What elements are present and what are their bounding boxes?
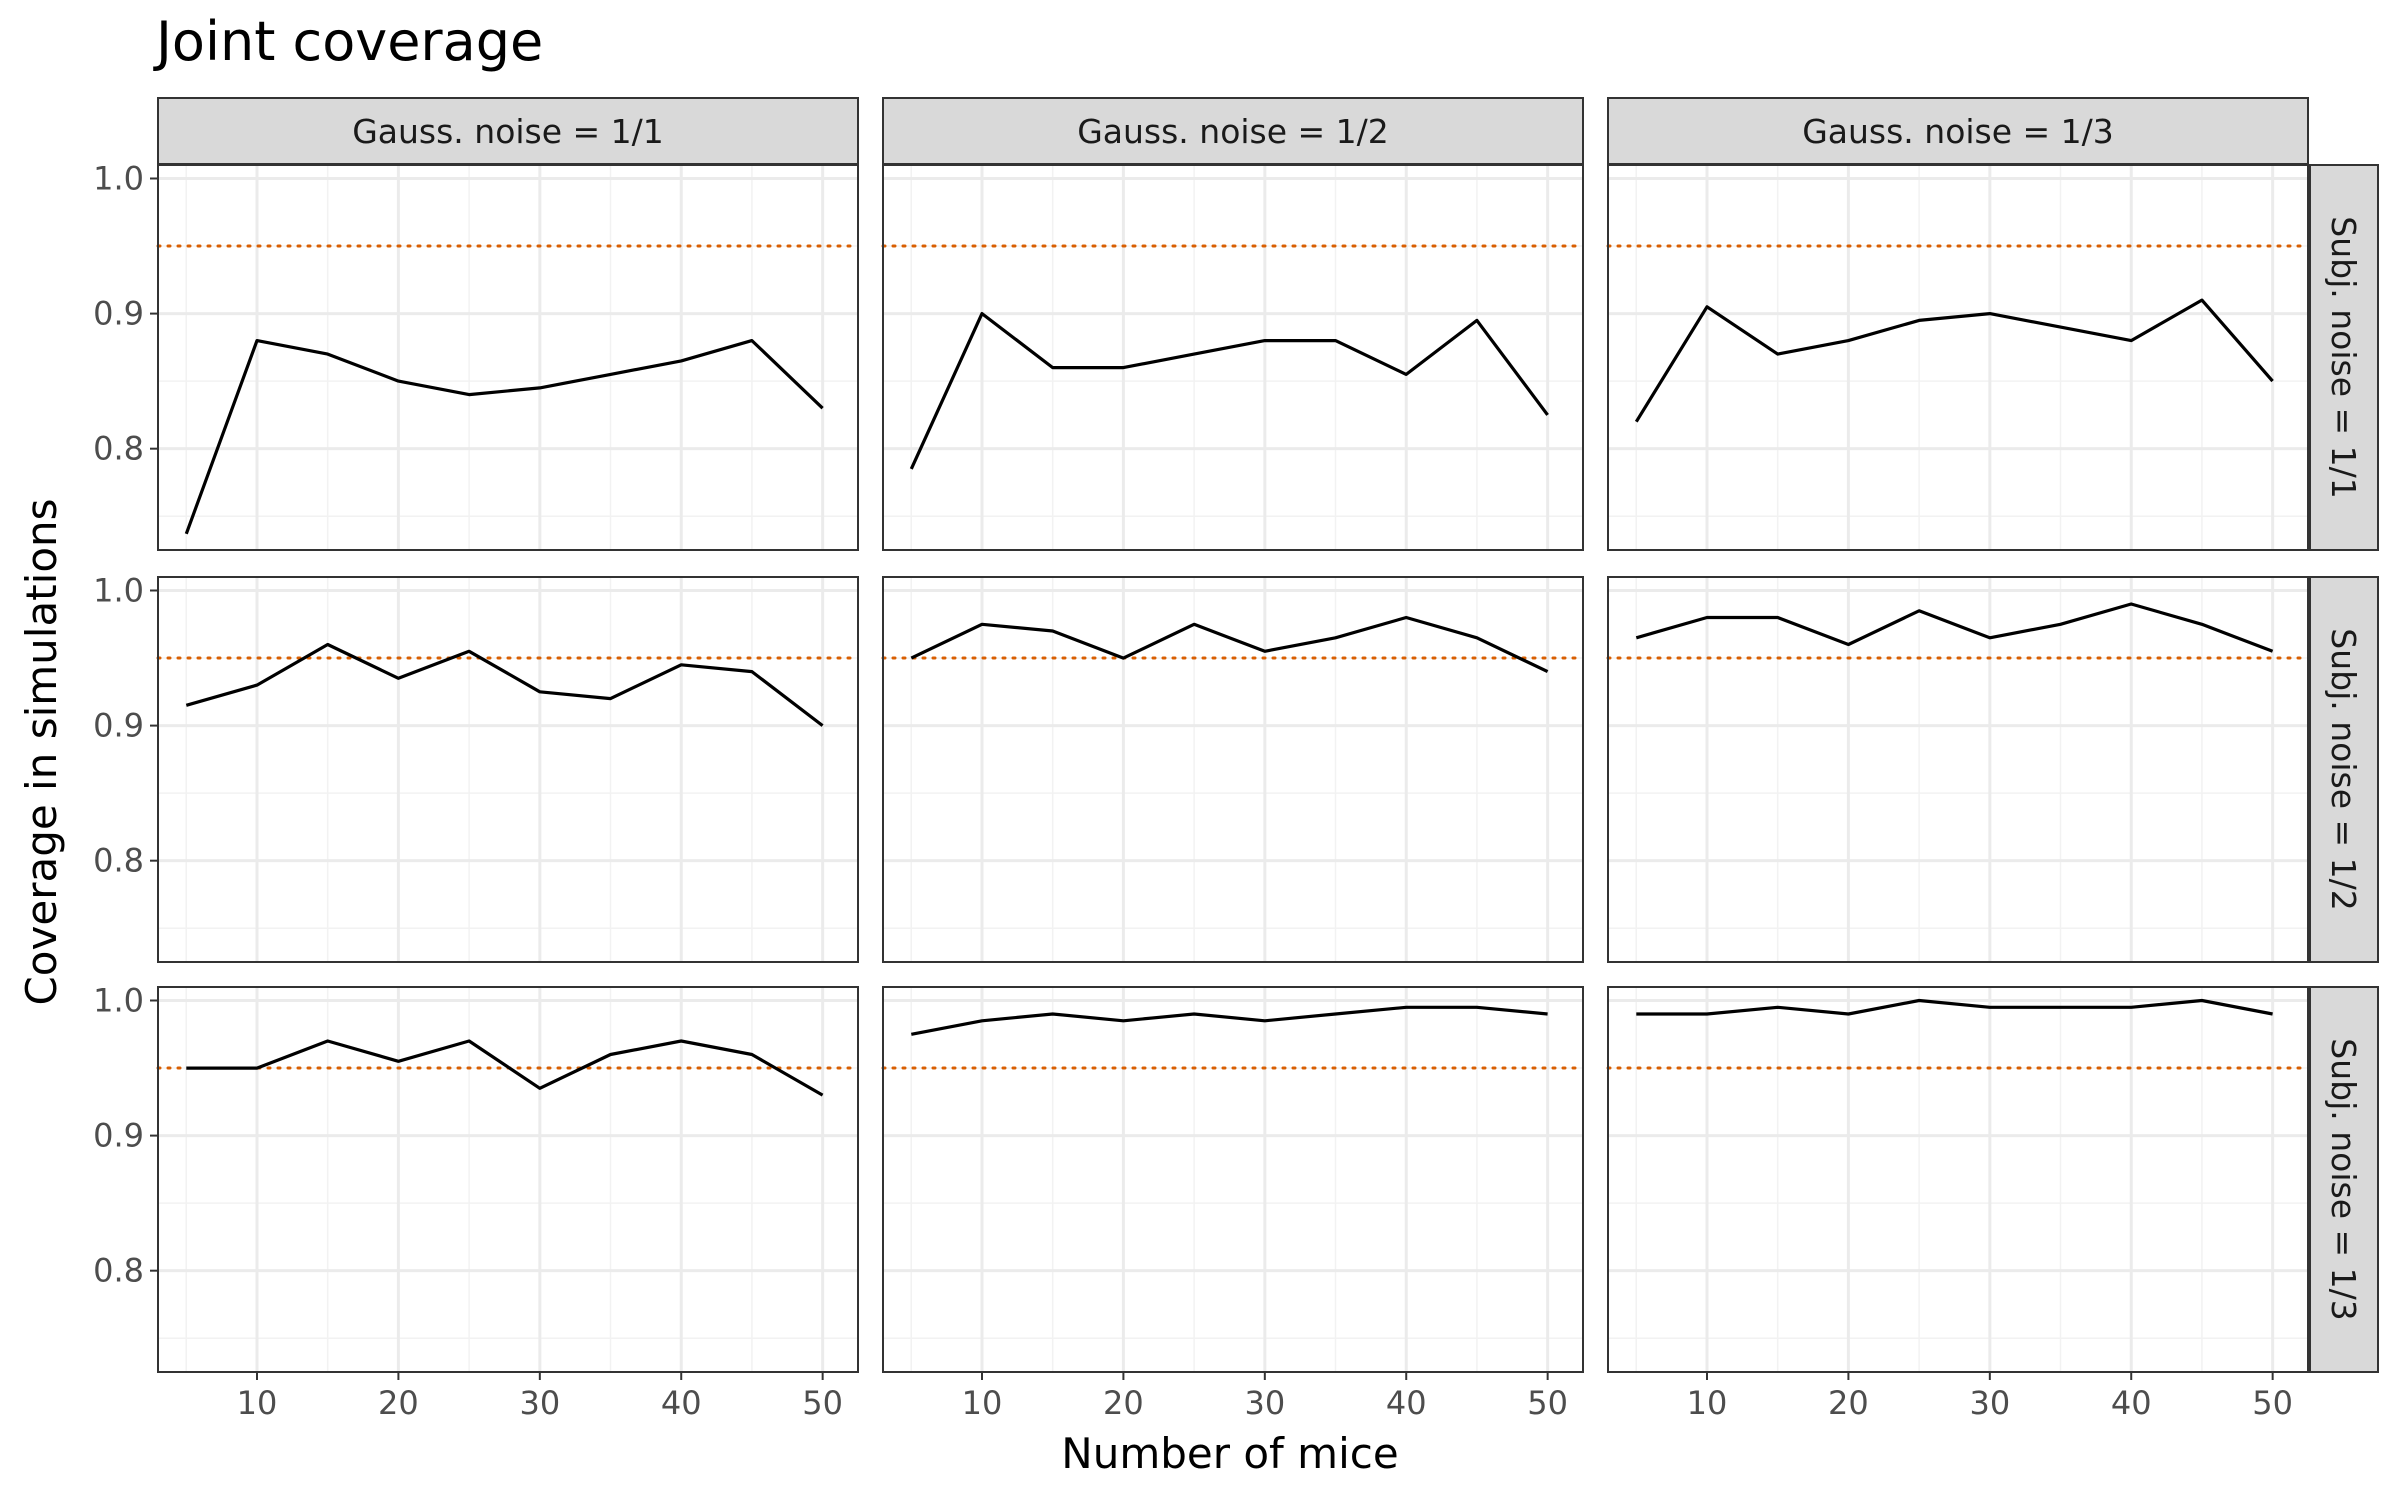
column-strip: [157, 97, 859, 165]
series-line: [185, 642, 824, 727]
x-tick-label: 20: [378, 1384, 419, 1422]
x-tick-label: 50: [1527, 1384, 1568, 1422]
y-tick-label: 1.0: [93, 982, 144, 1020]
panel-background: [158, 577, 858, 962]
x-axis-title: Number of mice: [1061, 1429, 1398, 1478]
x-tick-label: 10: [1687, 1384, 1728, 1422]
x-tick-label: 10: [962, 1384, 1003, 1422]
series-line: [1635, 602, 2274, 653]
column-strip-label: Gauss. noise = 1/1: [352, 112, 664, 151]
panel-background: [1608, 165, 2308, 550]
facet-panel: [1606, 986, 2310, 1373]
y-tick-label: 0.8: [93, 1252, 144, 1290]
panel-background: [883, 577, 1583, 962]
panel-border: [157, 164, 859, 551]
x-tick-label: 20: [1828, 1384, 1869, 1422]
facet-panel: [1606, 576, 2310, 963]
series-line: [1634, 298, 2274, 423]
panel-background: [883, 165, 1583, 550]
row-strip-label: Subj. noise = 1/2: [2324, 628, 2363, 910]
x-tick-label: 40: [661, 1384, 702, 1422]
y-axis-title: Coverage in simulations: [17, 498, 66, 1005]
x-tick-label: 10: [237, 1384, 278, 1422]
column-strip-label: Gauss. noise = 1/3: [1802, 112, 2114, 151]
y-tick-label: 1.0: [93, 160, 144, 198]
panel-border: [1607, 164, 2309, 551]
facet-panels: Gauss. noise = 1/1 Gauss. noise = 1/2 Gaus…: [93, 97, 2379, 1422]
row-strip: [2309, 164, 2379, 551]
panel-border: [157, 986, 859, 1373]
x-tick-label: 50: [2252, 1384, 2293, 1422]
column-strip-label: Gauss. noise = 1/2: [1077, 112, 1389, 151]
panel-background: [158, 987, 858, 1372]
series-line: [910, 615, 1549, 674]
panel-border: [157, 576, 859, 963]
row-strip: [2309, 986, 2379, 1373]
x-tick-label: 40: [2111, 1384, 2152, 1422]
y-tick-label: 0.8: [93, 842, 144, 880]
series-line: [186, 1039, 824, 1097]
column-strip: [882, 97, 1584, 165]
panel-border: [1607, 576, 2309, 963]
panel-background: [1608, 577, 2308, 962]
chart-title: Joint coverage: [153, 10, 543, 73]
x-tick-label: 30: [519, 1384, 560, 1422]
panel-background: [158, 165, 858, 550]
facet-panel: [881, 164, 1585, 551]
panel-border: [882, 986, 1584, 1373]
x-tick-label: 50: [802, 1384, 843, 1422]
column-strip: [1607, 97, 2309, 165]
y-tick-label: 0.9: [93, 1117, 144, 1155]
series-line: [910, 1005, 1548, 1036]
facet-panel: [881, 576, 1585, 963]
x-tick-label: 20: [1103, 1384, 1144, 1422]
y-tick-label: 0.9: [93, 707, 144, 745]
panel-background: [1608, 987, 2308, 1372]
facet-panel: [156, 164, 860, 551]
row-strip: [2309, 576, 2379, 963]
y-tick-label: 0.9: [93, 295, 144, 333]
x-tick-label: 30: [1244, 1384, 1285, 1422]
panel-background: [883, 987, 1583, 1372]
series-line: [184, 339, 824, 535]
y-tick-label: 1.0: [93, 572, 144, 610]
series-line: [909, 312, 1549, 470]
y-tick-label: 0.8: [93, 430, 144, 468]
facet-panel: [881, 986, 1585, 1373]
x-tick-label: 40: [1386, 1384, 1427, 1422]
panel-border: [1607, 986, 2309, 1373]
row-strip-label: Subj. noise = 1/1: [2324, 216, 2363, 498]
facet-panel: [156, 576, 860, 963]
facet-panel: [1606, 164, 2310, 551]
panel-border: [882, 164, 1584, 551]
panel-border: [882, 576, 1584, 963]
x-tick-label: 30: [1969, 1384, 2010, 1422]
facet-panel: [156, 986, 860, 1373]
row-strip-label: Subj. noise = 1/3: [2324, 1038, 2363, 1320]
series-line: [1636, 998, 2273, 1016]
